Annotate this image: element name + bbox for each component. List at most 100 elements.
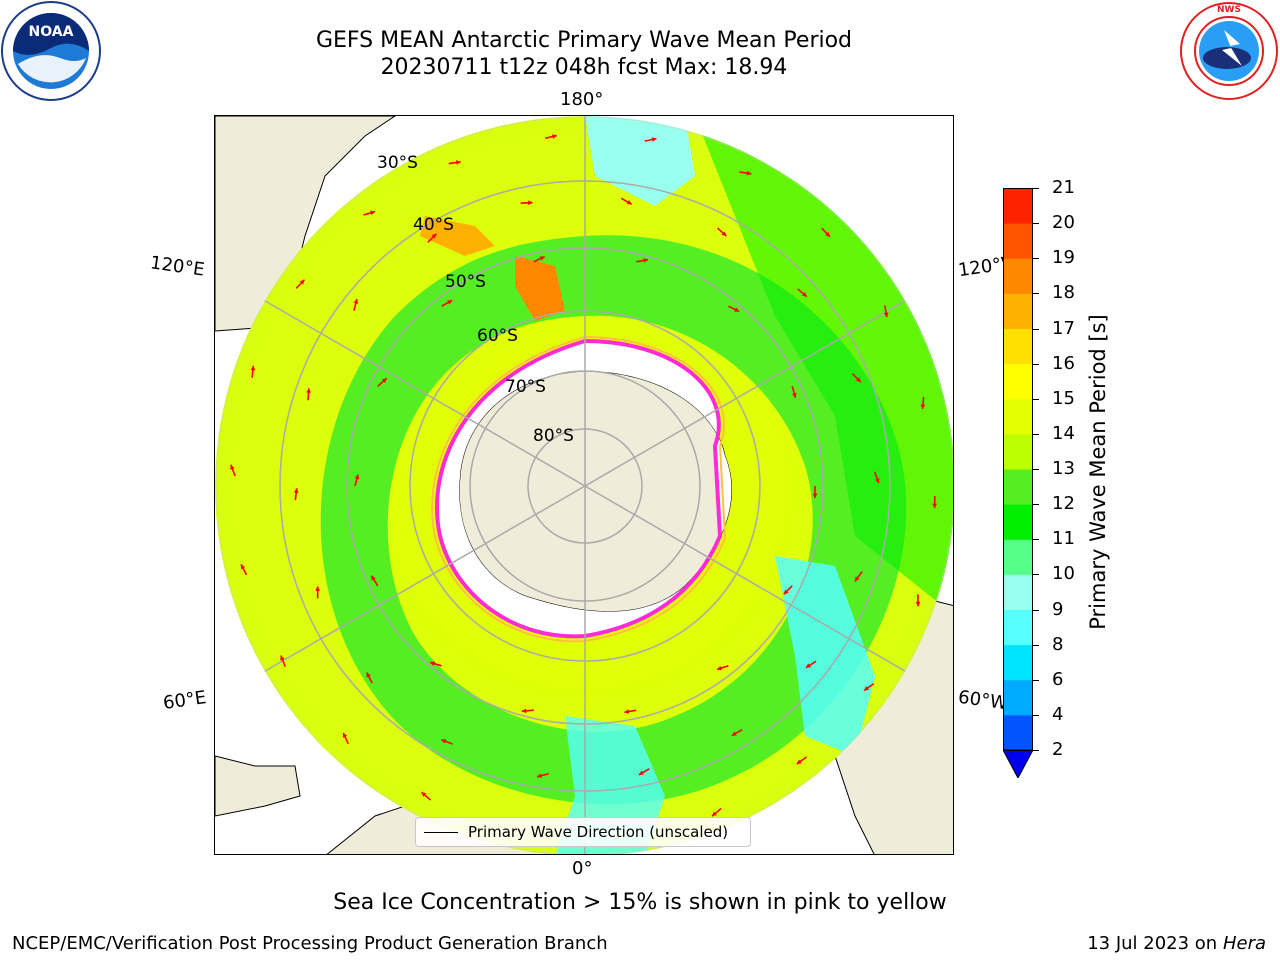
sea-ice-note: Sea Ice Concentration > 15% is shown in …: [333, 890, 947, 915]
graticule: [215, 116, 953, 854]
arrow-head: [421, 792, 427, 797]
lat-label-60s: 60°S: [477, 326, 518, 346]
noaa-logo: NOAA: [1, 1, 101, 101]
arrow-head: [370, 210, 376, 216]
lat-label-30s: 30°S: [377, 153, 418, 173]
colorbar-tick-label: 2: [1052, 739, 1064, 760]
colorbar-tick-label: 21: [1052, 177, 1075, 198]
colorbar-tick-mark: [1033, 223, 1039, 225]
svg-text:NOAA: NOAA: [29, 24, 74, 40]
colorbar-tick-label: 18: [1052, 282, 1075, 304]
colorbar-tick-label: 9: [1052, 598, 1064, 620]
arrow-head: [521, 708, 527, 714]
map-disk-outline: [215, 116, 953, 854]
colorbar: [1003, 188, 1033, 778]
arrow-head: [250, 365, 256, 371]
arrow-head: [651, 137, 657, 142]
colorbar-tick-label: 15: [1052, 387, 1075, 409]
arrow-head: [920, 404, 926, 410]
arrow-head: [353, 299, 359, 304]
arrow-head: [812, 493, 818, 498]
colorbar-tick-mark: [1033, 258, 1039, 260]
lon-label-180: 180°: [560, 89, 604, 110]
colorbar-tick-label: 17: [1052, 317, 1075, 339]
colorbar-tick-label: 20: [1052, 212, 1075, 234]
legend-line-swatch: [424, 832, 458, 833]
title-line-1: GEFS MEAN Antarctic Primary Wave Mean Pe…: [315, 28, 853, 53]
arrow-head: [299, 279, 305, 285]
arrow-head: [240, 564, 246, 570]
arrow-head: [721, 231, 727, 237]
title-line-2: 20230711 t12z 048h fcst Max: 18.94: [380, 55, 788, 80]
colorbar-segment: [1003, 188, 1033, 224]
arrow-head: [371, 575, 376, 581]
arrow-head: [381, 378, 387, 383]
arrow-head: [875, 478, 880, 484]
band-orange-2: [420, 216, 495, 256]
colorbar-tick-mark: [1033, 469, 1039, 470]
arrow-head: [643, 258, 648, 263]
footer-date-text: 13 Jul 2023 on: [1087, 933, 1223, 954]
colorbar-segment: [1003, 363, 1033, 400]
map-panel: 30°S 40°S 50°S 60°S 70°S 80°S: [214, 115, 954, 855]
colorbar-segment: [1003, 258, 1033, 294]
arrow-head: [731, 731, 737, 736]
colorbar-outline: [1003, 188, 1033, 751]
arrow-head: [712, 811, 717, 817]
arrow-head: [537, 773, 542, 778]
arrow-head: [431, 233, 437, 239]
arrow-head: [796, 759, 802, 765]
colorbar-segment: [1003, 469, 1033, 505]
arrow-head: [932, 503, 938, 509]
legend-text: Primary Wave Direction (unscaled): [468, 823, 729, 841]
colorbar-segment: [1003, 679, 1033, 716]
colorbar-segment: [1003, 433, 1033, 470]
colorbar-tick-mark: [1033, 363, 1039, 365]
arrow-head: [855, 377, 861, 383]
arrow-head: [342, 732, 348, 738]
colorbar-tick-label: 19: [1052, 247, 1075, 269]
arrow-head: [783, 589, 789, 595]
colorbar-segment: [1003, 574, 1033, 610]
svg-text:NWS: NWS: [1217, 5, 1241, 15]
lon-label-120e: 120°E: [148, 252, 206, 281]
lat-label-40s: 40°S: [413, 215, 454, 235]
lat-label-70s: 70°S: [505, 377, 546, 397]
colorbar-tick-mark: [1033, 679, 1039, 681]
band-orange: [515, 256, 565, 321]
arrow-head: [315, 586, 321, 591]
polar-map: 30°S 40°S 50°S 60°S 70°S 80°S: [215, 116, 953, 854]
footer-date: 13 Jul 2023 on Hera: [1087, 933, 1266, 954]
colorbar-tick-mark: [1033, 433, 1039, 435]
arrow-head: [825, 232, 831, 237]
band-cyan-top: [585, 116, 695, 206]
colorbar-tick-label: 16: [1052, 352, 1075, 374]
land-madagascar: [215, 755, 301, 817]
arrow-head: [638, 770, 644, 775]
arrow-head: [539, 256, 545, 261]
colorbar-tick-mark: [1033, 293, 1039, 295]
colorbar-tick-mark: [1033, 188, 1039, 189]
colorbar-tick-label: 8: [1052, 633, 1064, 655]
arrow-head: [915, 601, 921, 607]
colorbar-segment: [1003, 714, 1033, 751]
colorbar-tick-mark: [1033, 574, 1039, 576]
colorbar-segment: [1003, 223, 1033, 259]
colorbar-tick-mark: [1033, 539, 1039, 541]
colorbar-tick-label: 10: [1052, 563, 1075, 585]
colorbar-tick-label: 14: [1052, 422, 1075, 444]
colorbar-tick-mark: [1033, 714, 1039, 716]
arrow-head: [528, 200, 533, 206]
colorbar-tick-mark: [1033, 644, 1039, 646]
footer-credit: NCEP/EMC/Verification Post Processing Pr…: [12, 933, 608, 954]
colorbar-under-triangle: [1003, 749, 1033, 778]
lat-label-80s: 80°S: [533, 426, 574, 446]
band-11s-ring: [320, 235, 907, 805]
arrow-head: [716, 665, 722, 671]
arrow-head: [293, 488, 299, 493]
arrow-head: [734, 307, 740, 312]
colorbar-segment: [1003, 539, 1033, 575]
arrow-head: [792, 392, 797, 398]
colorbar-tick-mark: [1033, 398, 1039, 400]
arrow-head: [801, 292, 807, 297]
